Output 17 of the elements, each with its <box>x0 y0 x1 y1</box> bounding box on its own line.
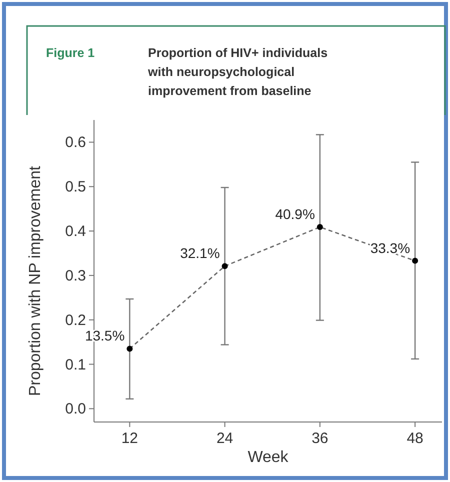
x-tick-label: 12 <box>121 430 138 447</box>
data-label: 40.9% <box>275 206 315 222</box>
x-tick-label: 48 <box>406 430 424 447</box>
y-tick-label: 0.2 <box>65 312 86 329</box>
y-tick-label: 0.4 <box>65 223 86 240</box>
y-axis-title: Proportion with NP improvement <box>27 165 44 396</box>
y-tick-label: 0.3 <box>65 267 86 284</box>
y-tick-label: 0.5 <box>65 178 86 196</box>
y-tick-label: 0.0 <box>65 400 86 418</box>
y-tick-label: 0.6 <box>65 134 86 152</box>
x-tick-label: 24 <box>216 430 234 447</box>
y-tick-label: 0.1 <box>65 356 86 374</box>
x-tick-label: 36 <box>312 430 328 447</box>
x-axis-title: Week <box>248 449 290 466</box>
chart-title: Proportion of HIV+ individuals with neuropsychological improvement from baseline <box>147 46 328 98</box>
caption: Figure 1 <box>46 46 95 60</box>
data-label: 32.1% <box>180 245 220 262</box>
